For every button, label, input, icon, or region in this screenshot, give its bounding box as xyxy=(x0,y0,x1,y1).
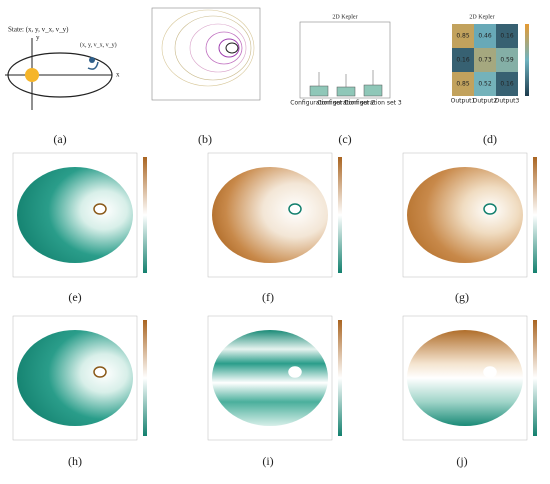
cell-value: 0.85 xyxy=(456,81,470,88)
x-tick-label: Configuration set 3 xyxy=(344,100,402,107)
axis-label: y xyxy=(36,34,40,42)
central-body xyxy=(288,203,302,215)
field xyxy=(17,330,133,426)
colorbar xyxy=(143,157,147,273)
central-body xyxy=(483,366,497,378)
cell-value: 0.85 xyxy=(456,33,470,40)
plot-frame xyxy=(402,152,528,278)
panel-label: (e) xyxy=(68,290,81,304)
panel-label: (h) xyxy=(68,454,82,468)
field xyxy=(212,330,328,426)
field xyxy=(407,330,523,426)
heatmap-cell xyxy=(474,72,496,96)
field xyxy=(17,167,133,263)
heatmap-cell xyxy=(496,24,518,48)
panel-title: 2D Kepler xyxy=(332,14,357,20)
axis-label: x xyxy=(116,71,120,79)
state-label: (x, y, v_x, v_y) xyxy=(80,41,117,48)
heatmap-cell xyxy=(452,48,474,72)
contour-plot xyxy=(151,7,261,101)
panel-label: (b) xyxy=(198,132,212,146)
colorbar xyxy=(533,320,537,436)
x-tick-label: Configuration set 1 xyxy=(290,100,348,107)
panel-title: 2D Kepler xyxy=(469,14,494,20)
panel-label: (i) xyxy=(262,454,273,468)
cell-value: 0.16 xyxy=(456,57,470,64)
colorbar xyxy=(533,157,537,273)
central-body xyxy=(93,366,107,378)
heatmap-cell xyxy=(452,72,474,96)
colorbar xyxy=(143,320,147,436)
cell-value: 0.46 xyxy=(478,33,492,40)
heatmap-cell xyxy=(474,48,496,72)
panel-label: (j) xyxy=(456,454,467,468)
heatmap-cell xyxy=(496,72,518,96)
column-label: Output3 xyxy=(495,98,520,105)
state-label: State: (x, y, v_x, v_y) xyxy=(8,26,69,34)
panel-label: (a) xyxy=(53,132,66,146)
plot-frame xyxy=(12,152,138,278)
panel-label: (c) xyxy=(338,132,351,146)
panel-label: (f) xyxy=(262,290,274,304)
column-label: Output2 xyxy=(473,98,498,105)
x-tick-label: Configuration set 2 xyxy=(317,100,375,107)
cell-value: 0.52 xyxy=(478,81,492,88)
central-body xyxy=(288,366,302,378)
field xyxy=(407,167,523,263)
panel-label: (d) xyxy=(483,132,497,146)
box-plot xyxy=(299,21,391,99)
field xyxy=(212,167,328,263)
heatmap-cell xyxy=(496,48,518,72)
cell-value: 0.16 xyxy=(500,33,514,40)
central-body xyxy=(483,203,497,215)
colorbar xyxy=(338,320,342,436)
central-body xyxy=(93,203,107,215)
column-label: Output1 xyxy=(451,98,476,105)
plot-frame xyxy=(402,315,528,441)
cell-value: 0.73 xyxy=(478,57,492,64)
plot-frame xyxy=(207,315,333,441)
heatmap-cell xyxy=(452,24,474,48)
orbit-diagram xyxy=(5,38,113,110)
colorbar xyxy=(338,157,342,273)
plot-frame xyxy=(12,315,138,441)
panel-label: (g) xyxy=(455,290,469,304)
heatmap-cell xyxy=(474,24,496,48)
cell-value: 0.16 xyxy=(500,81,514,88)
colorbar xyxy=(525,24,529,96)
cell-value: 0.59 xyxy=(500,57,514,64)
plot-frame xyxy=(207,152,333,278)
